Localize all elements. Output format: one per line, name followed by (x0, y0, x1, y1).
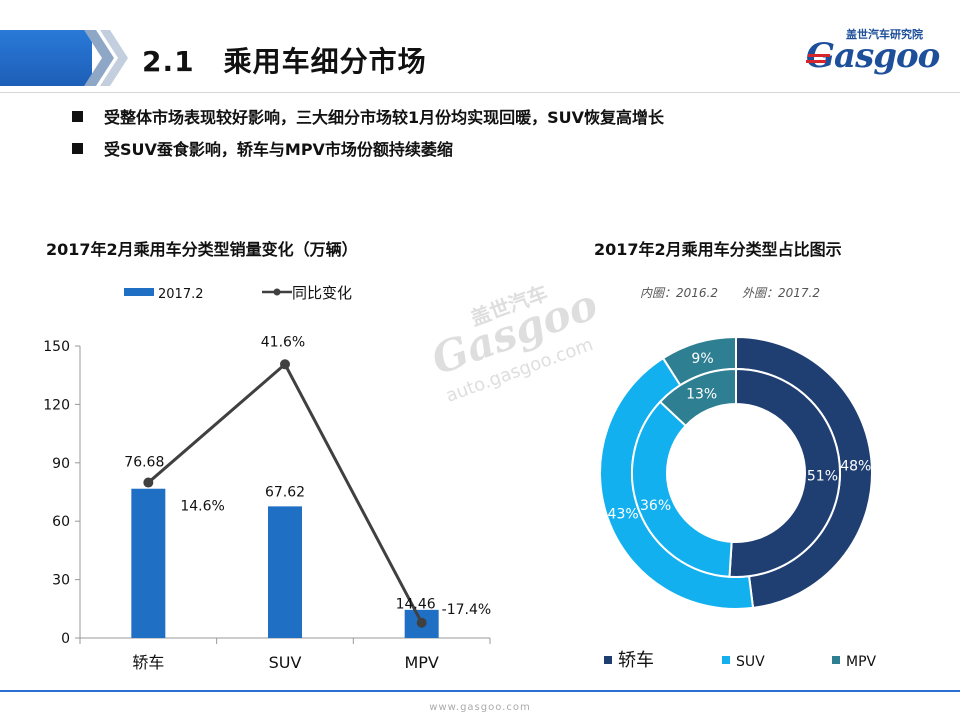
y-tick-label: 0 (61, 631, 70, 647)
legend-swatch-2 (832, 656, 840, 664)
page-title: 2.1 乘用车细分市场 (142, 45, 427, 78)
inner-ring-slice-label: 13% (686, 387, 717, 403)
legend-label: SUV (736, 654, 765, 670)
bar-value-label: 67.62 (265, 484, 305, 500)
bullet-item: 受整体市场表现较好影响，三大细分市场较1月份均实现回暖，SUV恢复高增长 (72, 104, 664, 128)
bullet-square-icon (72, 143, 83, 154)
title-divider (0, 92, 960, 93)
gasgoo-logo: 盖世汽车研究院 Gasgoo (806, 26, 942, 80)
line-point-1 (280, 359, 290, 370)
donut-chart: 48% 43% 9% 51% 36% 13% 轿车 SUV MPV (599, 335, 877, 671)
legend-bar-label: 2017.2 (158, 287, 204, 302)
x-category-label: SUV (269, 653, 302, 672)
y-tick-label: 120 (43, 397, 70, 413)
pie-chart-title: 2017年2月乘用车分类型占比图示 (594, 240, 842, 259)
line-value-label: 14.6% (180, 499, 224, 515)
y-tick-label: 60 (52, 514, 70, 530)
y-tick-label: 90 (52, 456, 70, 472)
line-value-label: 41.6% (261, 334, 305, 350)
footer-divider (0, 690, 960, 692)
bullet-square-icon (72, 111, 83, 122)
inner-ring-slice-label: 36% (640, 498, 671, 514)
logo-red-stripe (808, 54, 830, 57)
legend-bar-swatch (124, 288, 154, 296)
outer-ring-slice-label: 43% (608, 507, 639, 523)
legend-label: 轿车 (618, 650, 654, 671)
bar-chart-title: 2017年2月乘用车分类型销量变化（万辆） (46, 240, 358, 259)
legend-label: MPV (846, 654, 877, 670)
bar-1 (268, 506, 302, 638)
x-category-label: MPV (404, 653, 438, 672)
line-value-label: -17.4% (442, 602, 492, 618)
legend-swatch-1 (722, 656, 730, 664)
header-chevrons-icon (84, 30, 128, 86)
bullet-item: 受SUV蚕食影响，轿车与MPV市场份额持续萎缩 (72, 136, 453, 160)
bullet-text: 受SUV蚕食影响，轿车与MPV市场份额持续萎缩 (104, 140, 453, 159)
footer-url: www.gasgoo.com (429, 702, 531, 713)
inner-ring-slice-1 (631, 400, 733, 578)
logo-cn-text: 盖世汽车研究院 (846, 28, 923, 41)
legend-line-marker (273, 288, 281, 296)
line-point-2 (416, 617, 427, 628)
logo-red-stripe (806, 60, 826, 63)
y-tick-label: 150 (43, 339, 70, 355)
legend-line-label: 同比变化 (292, 284, 352, 302)
pie-chart-subtitle: 内圈：2016.2 外圈：2017.2 (640, 286, 820, 300)
header-bar (0, 28, 960, 90)
bar-line-chart: 2017.2 同比变化 0 30 60 90 120 150 轿车 SUV MPV 76.68 67.6… (43, 284, 492, 672)
bar-0 (131, 488, 166, 638)
y-tick-label: 30 (52, 573, 70, 589)
inner-ring-slice-2 (658, 367, 737, 428)
line-point-0 (143, 477, 154, 488)
outer-ring-slice-label: 48% (840, 458, 871, 474)
x-category-label: 轿车 (132, 653, 164, 672)
bullet-text: 受整体市场表现较好影响，三大细分市场较1月份均实现回暖，SUV恢复高增长 (104, 108, 665, 127)
outer-ring-slice-label: 9% (691, 351, 713, 367)
header-accent-block (0, 30, 92, 86)
legend-swatch-0 (604, 656, 612, 664)
bar-value-label: 76.68 (124, 455, 164, 471)
bar-value-label: 14.46 (396, 597, 436, 613)
inner-ring-slice-0 (728, 367, 841, 578)
inner-ring-slice-label: 51% (807, 469, 838, 485)
